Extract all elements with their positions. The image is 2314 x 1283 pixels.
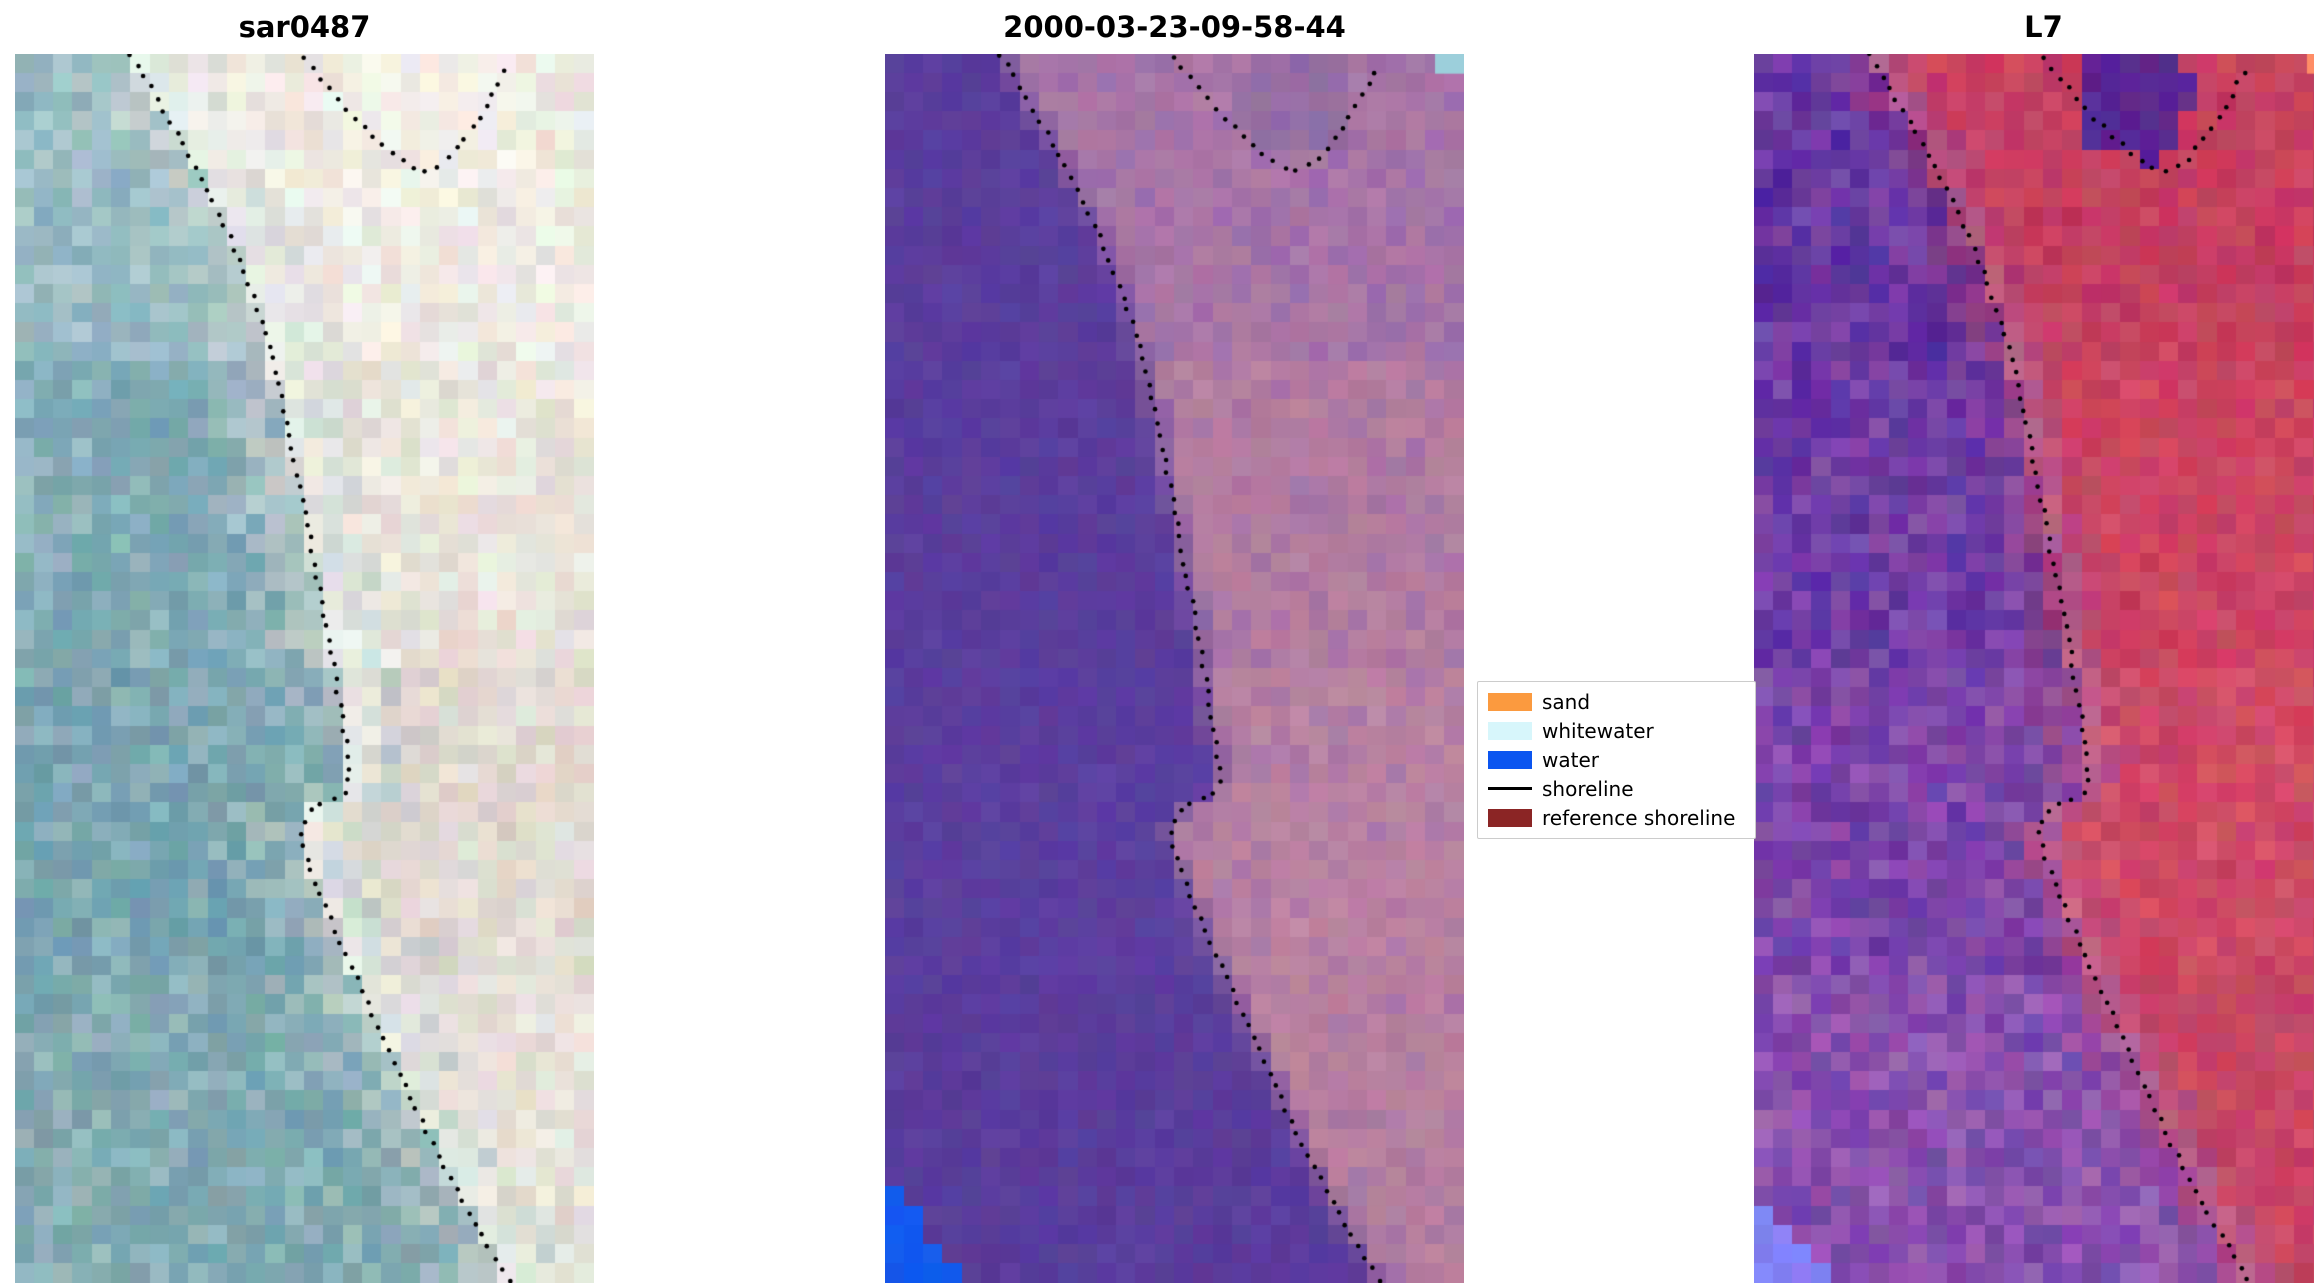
legend-item-sand: sand bbox=[1488, 690, 1745, 714]
legend-label: water bbox=[1542, 747, 1599, 772]
legend-item-reference-shoreline: reference shoreline bbox=[1488, 806, 1745, 830]
legend-item-water: water bbox=[1488, 748, 1745, 772]
legend-label: sand bbox=[1542, 690, 1591, 715]
shoreline-swatch bbox=[1488, 787, 1532, 791]
l7-image-panel bbox=[1754, 54, 2314, 1283]
panel-title-classified: 2000-03-23-09-58-44 bbox=[1003, 10, 1346, 44]
legend-item-shoreline: shoreline bbox=[1488, 777, 1745, 801]
legend-label: reference shoreline bbox=[1542, 805, 1736, 830]
classified-image-panel bbox=[885, 54, 1464, 1283]
sand-swatch bbox=[1488, 693, 1532, 712]
sar-image-panel bbox=[15, 54, 594, 1283]
legend-label: whitewater bbox=[1542, 719, 1654, 744]
panel-title-sar: sar0487 bbox=[238, 10, 371, 44]
legend-label: shoreline bbox=[1542, 776, 1634, 801]
legend: sand whitewater water shoreline reference sh… bbox=[1477, 681, 1756, 839]
water-swatch bbox=[1488, 750, 1532, 769]
panel-title-l7: L7 bbox=[2024, 10, 2063, 44]
legend-item-whitewater: whitewater bbox=[1488, 719, 1745, 743]
whitewater-swatch bbox=[1488, 722, 1532, 741]
reference-shoreline-swatch bbox=[1488, 808, 1532, 827]
